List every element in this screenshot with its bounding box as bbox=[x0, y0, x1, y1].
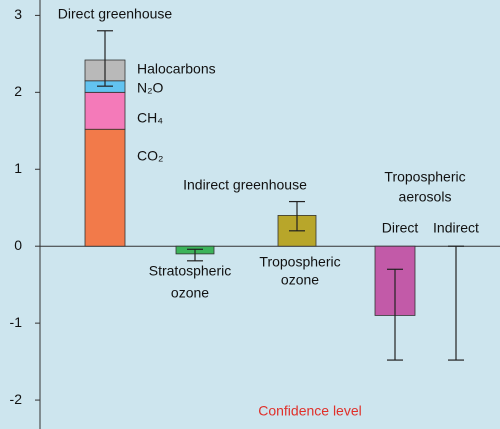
bar-label: Stratospheric bbox=[149, 263, 231, 279]
annotation: Indirect greenhouse bbox=[183, 177, 307, 193]
bar-segment bbox=[84, 91, 126, 130]
bar-label: ozone bbox=[171, 285, 209, 301]
annotation: Tropospheric bbox=[384, 169, 465, 185]
annotation: aerosols bbox=[399, 189, 452, 205]
y-tick-label: 2 bbox=[14, 83, 22, 99]
bar-label: Tropospheric bbox=[259, 254, 340, 270]
annotation: Confidence level bbox=[258, 403, 362, 419]
y-tick-label: -1 bbox=[10, 314, 23, 330]
bar-label: Indirect bbox=[433, 220, 479, 236]
segment-label: Halocarbons bbox=[137, 61, 216, 77]
bar-label: ozone bbox=[281, 272, 319, 288]
bar-label: Direct greenhouse bbox=[58, 6, 173, 22]
segment-label: CH₄ bbox=[137, 110, 163, 126]
segment-label: CO₂ bbox=[137, 148, 163, 164]
bar-label: Direct bbox=[382, 220, 419, 236]
segment-label: N₂O bbox=[137, 80, 164, 96]
y-tick-label: 1 bbox=[14, 160, 22, 176]
bar-segment bbox=[84, 128, 126, 247]
y-tick-label: 0 bbox=[14, 237, 22, 253]
y-tick-label: 3 bbox=[14, 6, 22, 22]
y-tick-label: -2 bbox=[10, 391, 23, 407]
